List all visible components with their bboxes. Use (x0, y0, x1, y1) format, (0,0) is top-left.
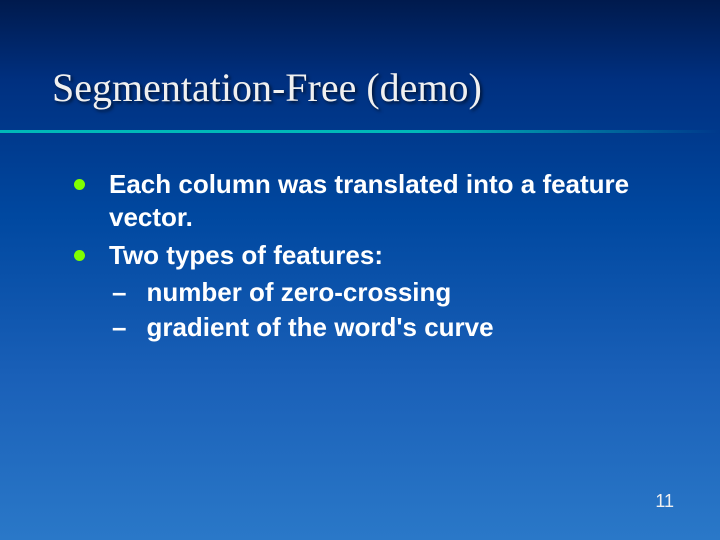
title-underline (0, 130, 720, 133)
dash-icon: – (112, 311, 126, 344)
bullet-text: Each column was translated into a featur… (109, 168, 670, 235)
slide: Segmentation-Free (demo) Each column was… (0, 0, 720, 540)
bullet-text: Two types of features: (109, 239, 670, 272)
slide-title: Segmentation-Free (demo) (52, 64, 482, 111)
bullet-dot-icon (74, 179, 85, 190)
slide-body: Each column was translated into a featur… (74, 168, 670, 346)
sub-bullet-text: gradient of the word's curve (146, 311, 493, 344)
bullet-item: Two types of features: (74, 239, 670, 272)
bullet-item: Each column was translated into a featur… (74, 168, 670, 235)
dash-icon: – (112, 276, 126, 309)
sub-bullet-item: – gradient of the word's curve (112, 311, 670, 344)
bullet-dot-icon (74, 250, 85, 261)
sub-bullet-item: – number of zero-crossing (112, 276, 670, 309)
page-number: 11 (655, 491, 674, 512)
sub-bullet-text: number of zero-crossing (146, 276, 451, 309)
